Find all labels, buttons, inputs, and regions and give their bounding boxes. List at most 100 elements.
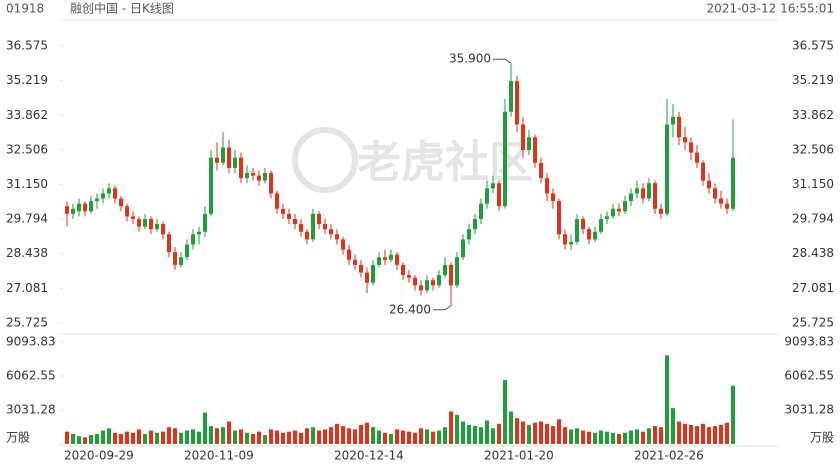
candle-body: [287, 213, 291, 219]
volume-bar: [95, 433, 99, 444]
candle-body: [227, 147, 231, 168]
volume-bar: [659, 427, 663, 444]
volume-bar: [491, 428, 495, 444]
candle-body: [329, 229, 333, 235]
volume-bar: [503, 380, 507, 444]
volume-bar: [455, 414, 459, 444]
candle-body: [569, 241, 573, 245]
volume-bar: [329, 427, 333, 444]
candle-body: [419, 285, 423, 291]
annotation-label: 26.400: [389, 302, 431, 316]
volume-bar: [353, 429, 357, 444]
volume-bar: [245, 432, 249, 444]
candle-body: [659, 208, 663, 214]
y-tick-label-right: 29.794: [792, 212, 834, 226]
candle-body: [161, 224, 165, 235]
volume-bar: [227, 421, 231, 444]
candle-body: [131, 216, 135, 219]
volume-bar: [179, 432, 183, 444]
candle-body: [503, 111, 507, 207]
candle-body: [719, 198, 723, 204]
candle-body: [89, 201, 93, 212]
y-tick-label: 33.862: [6, 108, 48, 122]
candle-body: [665, 124, 669, 214]
candle-body: [341, 239, 345, 250]
volume-bar: [665, 355, 669, 444]
volume-bar: [437, 430, 441, 444]
volume-bar: [431, 431, 435, 444]
candle-body: [413, 277, 417, 286]
volume-bar: [629, 430, 633, 444]
volume-bar: [515, 418, 519, 444]
x-tick-label: 2021-01-20: [484, 449, 554, 463]
volume-bar: [401, 430, 405, 444]
timestamp: 2021-03-12 16:55:01: [707, 2, 834, 16]
volume-bar: [671, 408, 675, 444]
candle-body: [335, 234, 339, 240]
y-tick-label: 28.438: [6, 246, 48, 260]
volume-bar: [443, 427, 447, 444]
volume-bar: [509, 411, 513, 444]
volume-bar: [623, 432, 627, 444]
candle-body: [551, 193, 555, 202]
x-tick-label: 2020-11-09: [184, 449, 254, 463]
volume-bar: [587, 431, 591, 444]
volume-bar: [305, 428, 309, 444]
volume-bar: [197, 431, 201, 444]
volume-bar: [479, 427, 483, 444]
y-tick-label-right: 33.862: [792, 108, 834, 122]
candle-body: [179, 257, 183, 265]
candle-body: [83, 203, 87, 212]
volume-bar: [161, 431, 165, 444]
candle-body: [125, 206, 129, 217]
candle-body: [425, 280, 429, 291]
volume-bar: [527, 424, 531, 444]
volume-bar: [131, 432, 135, 444]
volume-bar: [215, 428, 219, 444]
volume-bar: [251, 433, 255, 444]
volume-bar: [275, 430, 279, 444]
candle-body: [293, 218, 297, 225]
candle-body: [557, 201, 561, 235]
volume-bar: [299, 432, 303, 444]
candle-body: [587, 229, 591, 240]
candle-body: [533, 137, 537, 163]
volume-bar: [641, 431, 645, 444]
y-tick-label-right: 35.219: [792, 73, 834, 87]
volume-bar: [707, 427, 711, 444]
volume-bar: [731, 385, 735, 444]
volume-bar: [551, 426, 555, 444]
y-tick-label-right: 27.081: [792, 281, 834, 295]
volume-bar: [713, 426, 717, 444]
volume-bar: [239, 429, 243, 444]
volume-bar: [155, 432, 159, 444]
candle-body: [395, 254, 399, 265]
volume-bar: [233, 430, 237, 444]
volume-bar: [173, 428, 177, 444]
candle-body: [311, 213, 315, 240]
candle-body: [383, 257, 387, 260]
volume-bar: [557, 419, 561, 444]
candle-body: [467, 229, 471, 240]
candle-body: [317, 213, 321, 225]
candle-body: [353, 259, 357, 265]
candle-body: [101, 193, 105, 199]
candle-body: [305, 231, 309, 240]
volume-bar: [311, 427, 315, 444]
candle-body: [209, 157, 213, 214]
volume-bar: [419, 428, 423, 444]
candle-body: [107, 188, 111, 194]
candle-body: [731, 157, 735, 209]
y2-tick-label: 3031.28: [6, 402, 56, 416]
volume-bar: [725, 422, 729, 444]
candle-body: [191, 234, 195, 245]
candle-body: [455, 257, 459, 286]
y2-tick-label: 万股: [6, 431, 30, 445]
volume-bar: [167, 427, 171, 444]
volume-bar: [413, 432, 417, 444]
candle-body: [479, 203, 483, 219]
volume-bar: [563, 427, 567, 444]
volume-bar: [113, 432, 117, 444]
annotation-label: 35.900: [449, 52, 491, 66]
y-tick-label-right: 31.150: [792, 177, 834, 191]
